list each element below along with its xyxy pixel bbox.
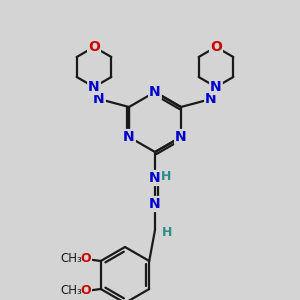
Text: N: N [149,85,161,99]
Text: N: N [205,92,217,106]
Text: O: O [88,40,100,54]
Text: N: N [149,171,161,185]
Text: N: N [149,197,161,211]
Text: CH₃: CH₃ [60,284,82,297]
Text: CH₃: CH₃ [60,252,82,265]
Text: N: N [88,80,100,94]
Text: N: N [175,130,187,144]
Text: O: O [80,284,91,298]
Text: O: O [210,40,222,54]
Text: H: H [162,226,172,238]
Text: O: O [80,253,91,266]
Text: H: H [161,170,171,184]
Text: N: N [210,80,222,94]
Text: N: N [123,130,135,144]
Text: N: N [93,92,105,106]
